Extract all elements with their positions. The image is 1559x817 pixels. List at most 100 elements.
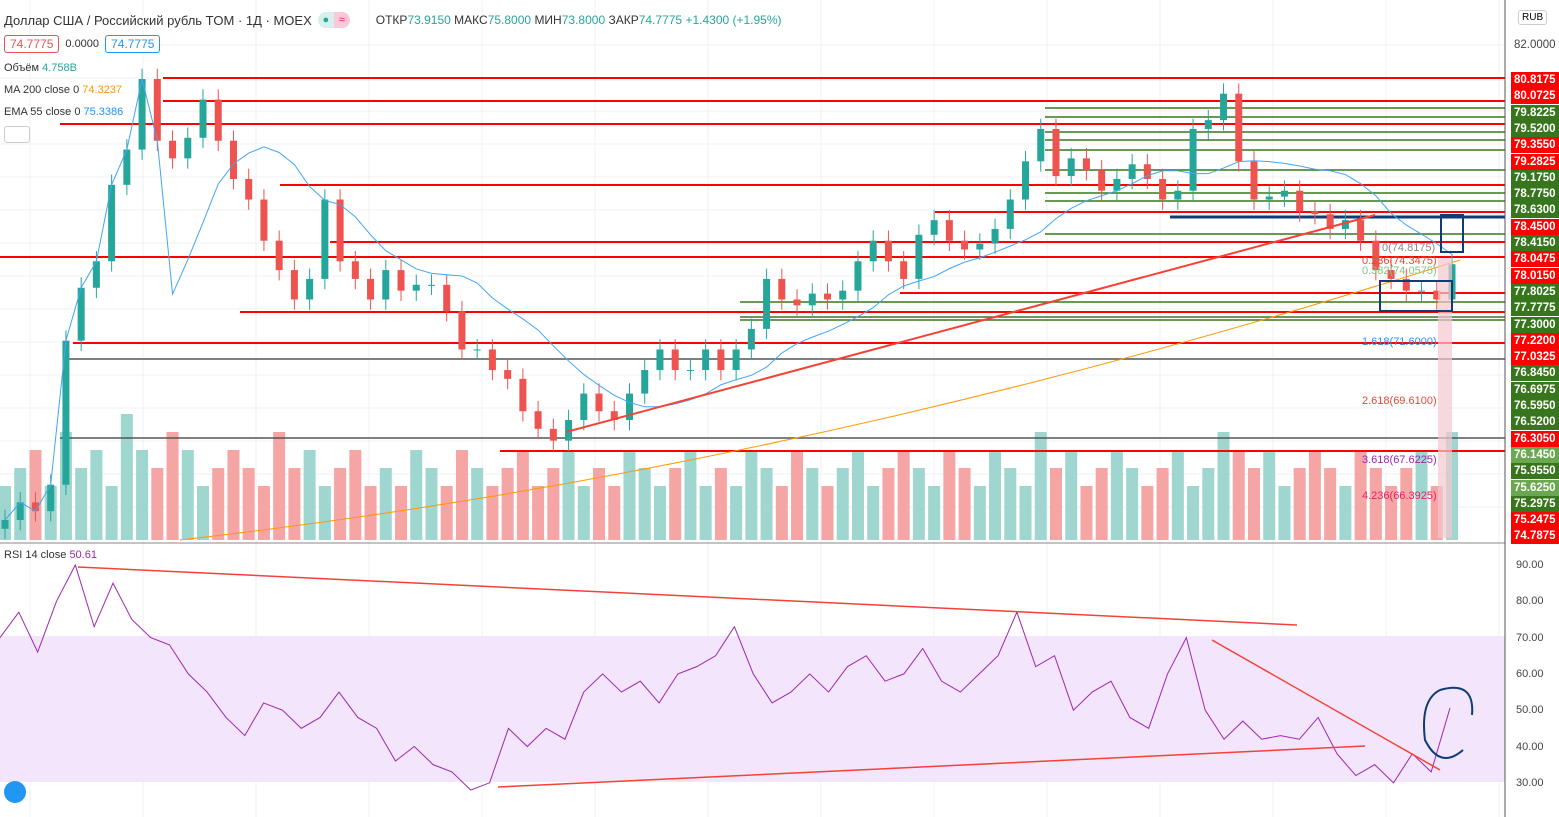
price-axis-label: 77.7775 bbox=[1511, 300, 1559, 317]
volume-bar bbox=[608, 486, 621, 540]
price-axis-label: 77.8025 bbox=[1511, 283, 1559, 300]
candle bbox=[1159, 178, 1167, 200]
candle bbox=[290, 270, 298, 300]
candle bbox=[961, 240, 969, 250]
volume-bar bbox=[440, 486, 453, 540]
volume-bar bbox=[501, 468, 514, 540]
hand-drawn-circle[interactable] bbox=[1423, 686, 1474, 759]
candle bbox=[1082, 158, 1090, 171]
volume-bar bbox=[334, 468, 347, 540]
fib-extension-zone bbox=[1438, 258, 1452, 538]
candle bbox=[915, 234, 923, 279]
price-axis-label: 75.2975 bbox=[1511, 495, 1559, 512]
sell-button[interactable]: 74.7775 bbox=[4, 35, 60, 53]
price-axis-label: 79.8225 bbox=[1511, 104, 1559, 121]
volume-bar bbox=[516, 450, 529, 540]
price-axis-label: 75.2475 bbox=[1511, 512, 1559, 529]
currency-label[interactable]: RUB bbox=[1518, 10, 1548, 25]
candle bbox=[991, 228, 999, 244]
candle bbox=[549, 428, 557, 441]
candle bbox=[1098, 170, 1106, 191]
rsi-trend-line[interactable] bbox=[77, 566, 1298, 626]
market-status-icon[interactable]: ● ≈ bbox=[317, 12, 350, 28]
candle bbox=[1037, 128, 1045, 162]
volume-bar bbox=[851, 450, 864, 540]
volume-bar bbox=[791, 450, 804, 540]
highlight-box[interactable] bbox=[1379, 280, 1453, 312]
fib-level-label: 0.236(74.3475) bbox=[1362, 255, 1437, 267]
volume-bar bbox=[1019, 486, 1032, 540]
volume-bar bbox=[882, 468, 895, 540]
candle bbox=[1433, 290, 1441, 300]
chart-header: Доллар США / Российский рубль TOM · 1Д ·… bbox=[4, 12, 782, 28]
candle bbox=[747, 328, 755, 350]
trend-line[interactable] bbox=[565, 214, 1376, 433]
rsi-tick-label: 70.00 bbox=[1516, 631, 1544, 644]
volume-bar bbox=[1293, 468, 1306, 540]
highlight-box[interactable] bbox=[1440, 214, 1464, 253]
price-axis-label: 76.5950 bbox=[1511, 398, 1559, 414]
volume-bar bbox=[806, 468, 819, 540]
candle bbox=[229, 140, 237, 179]
candle bbox=[1052, 128, 1060, 177]
price-axis-label: 79.2825 bbox=[1511, 153, 1559, 170]
volume-bar bbox=[1110, 450, 1123, 540]
candle bbox=[824, 293, 832, 300]
candle bbox=[930, 220, 938, 235]
rsi-legend[interactable]: RSI 14 close 50.61 bbox=[4, 549, 97, 561]
rsi-band bbox=[0, 636, 1505, 782]
volume-bar bbox=[943, 450, 956, 540]
symbol-title[interactable]: Доллар США / Российский рубль TOM · 1Д ·… bbox=[4, 12, 312, 28]
ma-legend[interactable]: MA 200 close 0 74.3237 bbox=[4, 84, 123, 96]
price-axis-label: 77.2200 bbox=[1511, 332, 1559, 349]
volume-bar bbox=[197, 486, 210, 540]
volume-bar bbox=[577, 486, 590, 540]
candle bbox=[245, 178, 253, 200]
candle bbox=[1418, 290, 1426, 292]
price-axis-label: 78.7750 bbox=[1511, 186, 1559, 203]
candle bbox=[412, 284, 420, 291]
logo-icon[interactable] bbox=[4, 781, 26, 803]
candle bbox=[1, 519, 9, 529]
candle bbox=[1006, 199, 1014, 229]
candle bbox=[854, 261, 862, 291]
price-axis-label: 78.4150 bbox=[1511, 235, 1559, 251]
volume-bar bbox=[1171, 450, 1184, 540]
buy-button[interactable]: 74.7775 bbox=[105, 35, 161, 53]
volume-bar bbox=[989, 450, 1002, 540]
volume-bar bbox=[1339, 486, 1352, 540]
candle bbox=[869, 240, 877, 262]
rsi-trend-line[interactable] bbox=[497, 745, 1366, 788]
volume-bar bbox=[836, 468, 849, 540]
volume-bar bbox=[1400, 468, 1413, 540]
candle bbox=[108, 184, 116, 262]
candle bbox=[62, 340, 70, 485]
ema-legend[interactable]: EMA 55 close 0 75.3386 bbox=[4, 106, 124, 118]
rsi-tick-label: 60.00 bbox=[1516, 667, 1544, 680]
candle bbox=[123, 149, 131, 185]
volume-bar bbox=[227, 450, 240, 540]
rsi-tick-label: 80.00 bbox=[1516, 595, 1544, 608]
volume-bar bbox=[395, 486, 408, 540]
candle bbox=[1341, 220, 1349, 229]
candle bbox=[1372, 240, 1380, 271]
volume-bar bbox=[242, 468, 255, 540]
drawn-horizontal-lines[interactable] bbox=[0, 77, 1505, 452]
rsi-trend-line[interactable] bbox=[1211, 639, 1441, 771]
volume-bar bbox=[425, 468, 438, 540]
volume-bar bbox=[318, 486, 331, 540]
collapse-legend-button[interactable] bbox=[4, 126, 30, 143]
candle bbox=[458, 311, 466, 350]
volume-bar bbox=[75, 468, 88, 540]
volume-bar bbox=[1080, 486, 1093, 540]
volume-bar bbox=[1141, 486, 1154, 540]
volume-bar bbox=[105, 486, 118, 540]
volume-bar bbox=[821, 486, 834, 540]
volume-bar bbox=[1049, 468, 1062, 540]
volume-legend[interactable]: Объём 4.758B bbox=[4, 62, 77, 74]
candle bbox=[1113, 178, 1121, 191]
volume-bar bbox=[1126, 468, 1139, 540]
volume-bar bbox=[1232, 450, 1245, 540]
candle bbox=[1174, 190, 1182, 200]
